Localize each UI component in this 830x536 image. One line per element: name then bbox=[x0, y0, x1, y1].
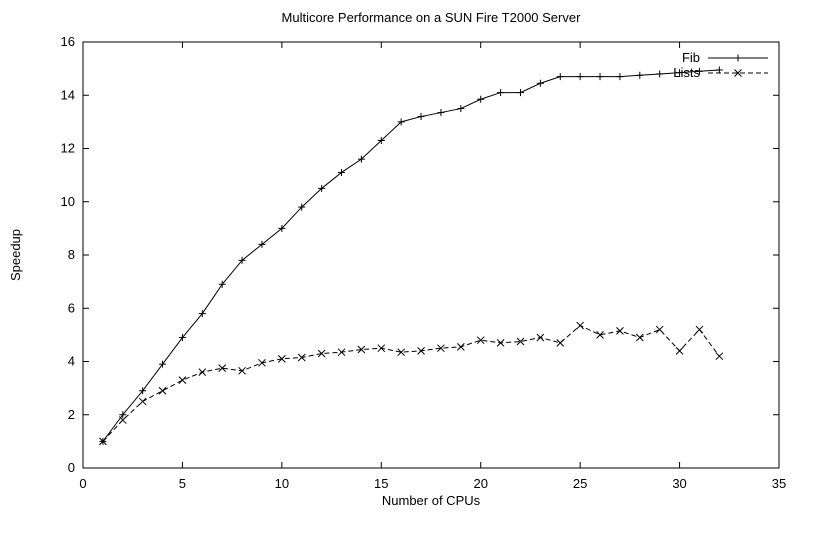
series-fib bbox=[99, 66, 723, 445]
chart-title: Multicore Performance on a SUN Fire T200… bbox=[282, 10, 582, 25]
x-axis-label: Number of CPUs bbox=[382, 493, 481, 508]
x-tick-label: 10 bbox=[275, 476, 289, 491]
y-tick-label: 2 bbox=[68, 407, 75, 422]
y-tick-label: 6 bbox=[68, 300, 75, 315]
legend-label-lists: Lists bbox=[673, 65, 700, 80]
y-tick-label: 4 bbox=[68, 354, 75, 369]
x-tick-label: 0 bbox=[79, 476, 86, 491]
y-axis-label: Speedup bbox=[8, 229, 23, 281]
legend-label-fib: Fib bbox=[682, 50, 700, 65]
y-tick-label: 10 bbox=[61, 194, 75, 209]
x-tick-label: 20 bbox=[473, 476, 487, 491]
legend-entry-lists: Lists bbox=[673, 65, 768, 80]
y-tick-label: 14 bbox=[61, 87, 75, 102]
series-line-lists bbox=[102, 324, 720, 442]
y-tick-label: 8 bbox=[68, 247, 75, 262]
legend-entry-fib: Fib bbox=[682, 50, 768, 65]
x-tick-label: 5 bbox=[179, 476, 186, 491]
x-tick-label: 15 bbox=[374, 476, 388, 491]
y-tick-label: 12 bbox=[61, 141, 75, 156]
y-tick-label: 16 bbox=[61, 34, 75, 49]
plot-border bbox=[82, 41, 780, 469]
y-tick-label: 0 bbox=[68, 460, 75, 475]
x-tick-label: 25 bbox=[573, 476, 587, 491]
x-tick-label: 30 bbox=[672, 476, 686, 491]
series-line-fib bbox=[102, 69, 720, 442]
x-tick-label: 35 bbox=[772, 476, 786, 491]
series-lists bbox=[99, 321, 724, 446]
